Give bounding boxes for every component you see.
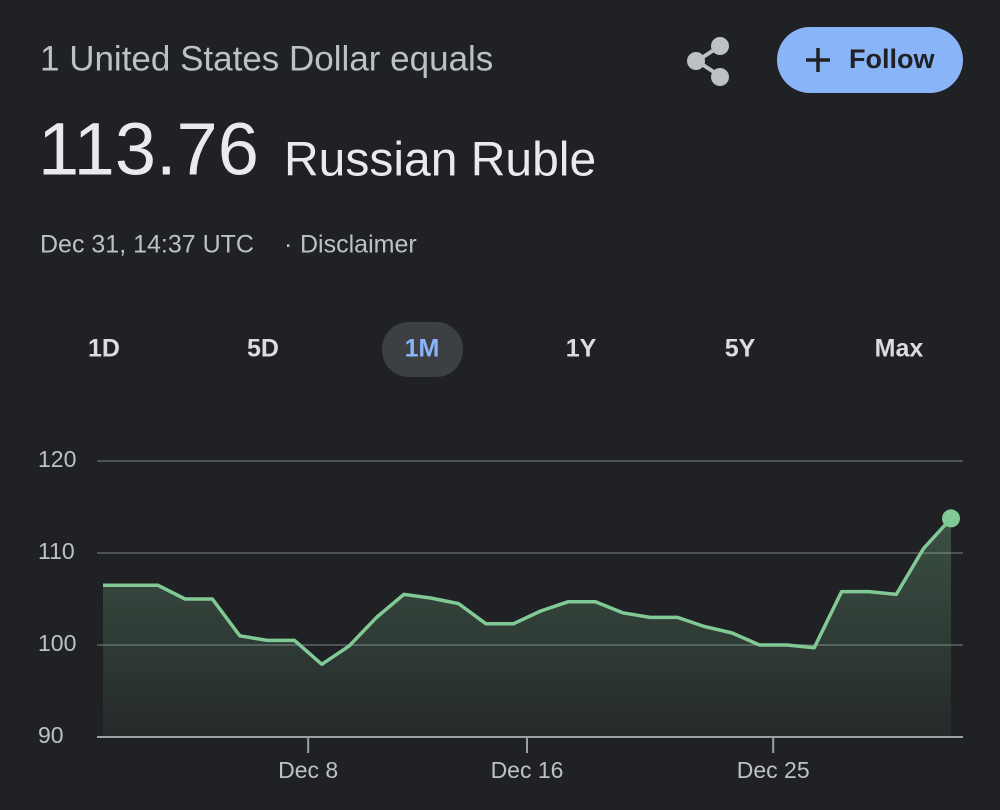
separator: ·	[284, 231, 292, 259]
chart: 90 100 110 120 Dec 8 Dec 16 Dec 25	[38, 446, 963, 783]
range-tab[interactable]: 1D	[88, 335, 120, 363]
plus-icon	[806, 48, 830, 72]
share-icon-dot	[687, 52, 705, 70]
timestamp: Dec 31, 14:37 UTC	[40, 231, 254, 259]
follow-button[interactable]: Follow	[777, 27, 963, 93]
last-point	[942, 509, 960, 528]
x-tick-label: Dec 8	[278, 757, 338, 783]
currency-name: Russian Ruble	[284, 134, 596, 187]
y-tick-label: 100	[38, 630, 76, 656]
selected-tab-bg	[382, 322, 463, 377]
share-icon-dot	[711, 68, 729, 86]
share-icon-dot	[711, 37, 729, 55]
follow-button-bg	[777, 27, 963, 93]
follow-label: Follow	[849, 44, 935, 74]
price-line	[103, 517, 953, 667]
range-tab[interactable]: 5Y	[725, 335, 756, 363]
range-tab[interactable]: 5D	[247, 335, 279, 363]
range-tab[interactable]: Max	[875, 335, 924, 363]
range-tab-selected[interactable]: 1M	[405, 335, 440, 363]
rate-value: 113.76	[38, 108, 259, 191]
area-fill	[103, 518, 951, 737]
share-button[interactable]	[687, 37, 729, 86]
y-tick-label: 120	[38, 446, 76, 472]
x-tick-label: Dec 25	[737, 757, 810, 783]
rate-prefix: 1 United States Dollar equals	[40, 39, 493, 78]
y-tick-label: 110	[38, 538, 75, 564]
x-tick-label: Dec 16	[491, 757, 564, 783]
range-tab[interactable]: 1Y	[566, 335, 597, 363]
y-tick-label: 90	[38, 722, 64, 748]
disclaimer-link[interactable]: Disclaimer	[300, 231, 417, 259]
